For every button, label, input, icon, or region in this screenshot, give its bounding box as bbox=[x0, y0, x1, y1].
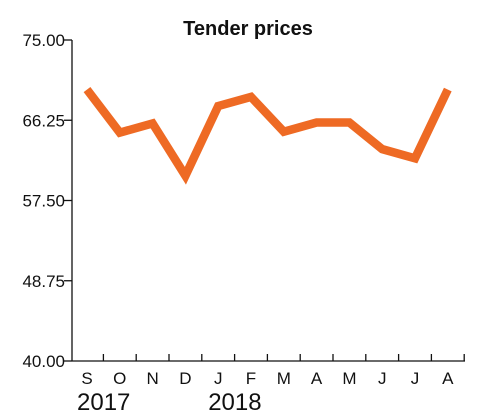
year-label-group: 2017 2018 bbox=[77, 389, 262, 416]
x-tick-label: D bbox=[179, 369, 191, 388]
chart-title: Tender prices bbox=[183, 18, 313, 40]
x-tick-label: A bbox=[442, 369, 454, 388]
x-tick-label: F bbox=[246, 369, 256, 388]
x-tick-label: J bbox=[214, 369, 223, 388]
year-label: 2017 bbox=[77, 389, 130, 416]
x-tick-label: J bbox=[411, 369, 420, 388]
x-tick-label: A bbox=[311, 369, 323, 388]
y-tick-label: 40.00 bbox=[22, 352, 65, 371]
x-tick-label: N bbox=[146, 369, 158, 388]
x-tick-label: M bbox=[277, 369, 291, 388]
series-group bbox=[83, 86, 452, 185]
y-tick-label: 57.50 bbox=[22, 192, 65, 211]
x-tick-label: M bbox=[342, 369, 356, 388]
series-line bbox=[83, 86, 452, 185]
year-label: 2018 bbox=[208, 389, 261, 416]
x-tick-label: O bbox=[113, 369, 126, 388]
x-tick-label: S bbox=[81, 369, 92, 388]
y-tick-label: 66.25 bbox=[22, 111, 65, 130]
y-tick-group: 40.00 48.75 57.50 66.25 75.00 bbox=[22, 31, 72, 371]
x-tick-label: J bbox=[378, 369, 387, 388]
y-tick-label: 75.00 bbox=[22, 31, 65, 50]
y-tick-label: 48.75 bbox=[22, 272, 65, 291]
